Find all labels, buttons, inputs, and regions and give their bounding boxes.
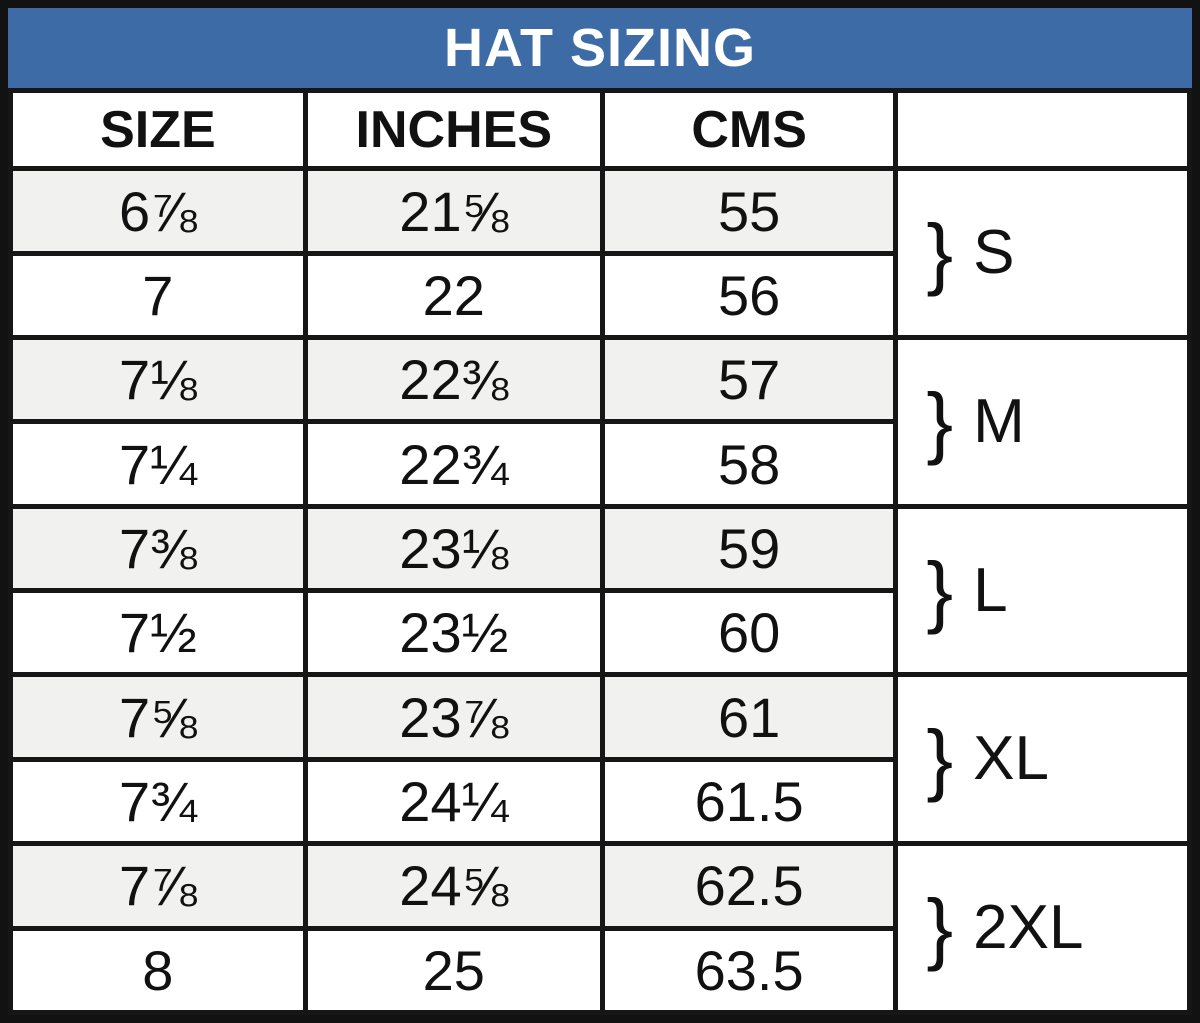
inches-cell: 23⅞ [302,672,605,762]
size-cell: 7 [8,250,308,341]
size-cell: 7⅞ [8,841,308,931]
cms-cell: 59 [599,503,899,594]
cms-cell: 61.5 [599,756,899,847]
inches-cell: 23½ [302,588,605,678]
size-cell: 6⅞ [8,166,308,256]
table-row: 7¾ 24¼ 61.5 [8,756,1190,847]
column-header-size: SIZE [8,87,308,172]
size-cell: 7⅛ [8,335,308,425]
cms-cell: 58 [599,419,899,509]
cms-cell: 62.5 [599,841,899,931]
cms-cell: 63.5 [599,925,899,1015]
group-label: XL [973,724,1049,794]
group-cell-s: } S [893,166,1192,341]
brace-glyph: } [926,545,954,635]
column-header-group [893,87,1192,172]
size-cell: 7¼ [8,419,308,509]
cms-cell: 55 [599,166,899,256]
group-cell-2xl: } 2XL [893,841,1192,1015]
group-label: 2XL [973,893,1084,963]
table-row: 8 25 63.5 [8,925,1190,1015]
inches-cell: 24⅝ [302,841,605,931]
inches-cell: 22 [302,250,605,341]
table-row: 7⅜ 23⅛ 59 } L [8,503,1192,678]
table-row: 7¼ 22¾ 58 [8,419,1190,509]
group-label: L [973,555,1008,625]
size-cell: 7⅝ [8,672,308,762]
header-row: SIZE INCHES CMS [8,87,1192,172]
inches-cell: 22¾ [302,419,605,509]
table-row: 7⅛ 22⅜ 57 } M [8,335,1192,509]
group-cell-l: } L [893,503,1192,678]
table-row: 7½ 23½ 60 [8,588,1190,678]
brace-glyph: } [926,376,954,466]
inches-cell: 25 [302,925,605,1015]
size-cell: 7¾ [8,756,308,847]
table-row: 7⅞ 24⅝ 62.5 } 2XL [8,841,1192,1015]
size-cell: 7½ [8,588,308,678]
group-cell-m: } M [893,335,1192,509]
cms-cell: 61 [599,672,899,762]
group-label: M [973,386,1025,456]
size-cell: 7⅜ [8,503,308,594]
title-band: HAT SIZING [8,8,1192,88]
column-header-cms: CMS [599,87,899,172]
table-title: HAT SIZING [444,18,756,78]
group-cell-xl: } XL [893,672,1192,847]
cms-cell: 57 [599,335,899,425]
cms-cell: 56 [599,250,899,341]
cms-cell: 60 [599,588,899,678]
table-row: 6⅞ 21⅝ 55 } S [8,166,1192,341]
table-row: 7 22 56 [8,250,1190,341]
brace-glyph: } [926,883,954,973]
size-cell: 8 [8,925,308,1015]
group-label: S [973,218,1015,288]
brace-glyph: } [926,714,954,804]
inches-cell: 23⅛ [302,503,605,594]
inches-cell: 22⅜ [302,335,605,425]
size-table: SIZE INCHES CMS 6⅞ 21⅝ 55 } S 7 22 56 7⅛ [8,87,1192,1015]
table-row: 7⅝ 23⅞ 61 } XL [8,672,1192,847]
inches-cell: 24¼ [302,756,605,847]
brace-glyph: } [926,208,954,298]
column-header-inches: INCHES [302,87,605,172]
inches-cell: 21⅝ [302,166,605,256]
